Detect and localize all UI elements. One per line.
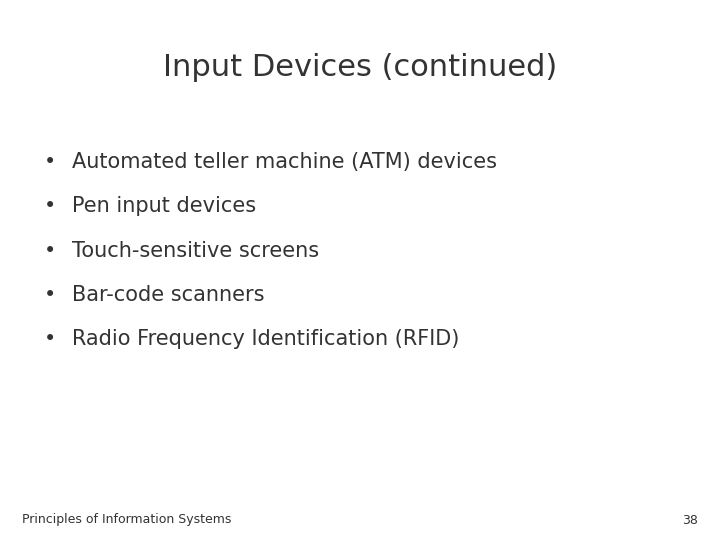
Text: •: • (44, 240, 57, 261)
Text: •: • (44, 285, 57, 305)
Text: Principles of Information Systems: Principles of Information Systems (22, 514, 231, 526)
Text: •: • (44, 196, 57, 217)
Text: Radio Frequency Identification (RFID): Radio Frequency Identification (RFID) (72, 329, 459, 349)
Text: Input Devices (continued): Input Devices (continued) (163, 53, 557, 82)
Text: Pen input devices: Pen input devices (72, 196, 256, 217)
Text: •: • (44, 152, 57, 172)
Text: 38: 38 (683, 514, 698, 526)
Text: Bar-code scanners: Bar-code scanners (72, 285, 264, 305)
Text: •: • (44, 329, 57, 349)
Text: Automated teller machine (ATM) devices: Automated teller machine (ATM) devices (72, 152, 497, 172)
Text: Touch-sensitive screens: Touch-sensitive screens (72, 240, 319, 261)
